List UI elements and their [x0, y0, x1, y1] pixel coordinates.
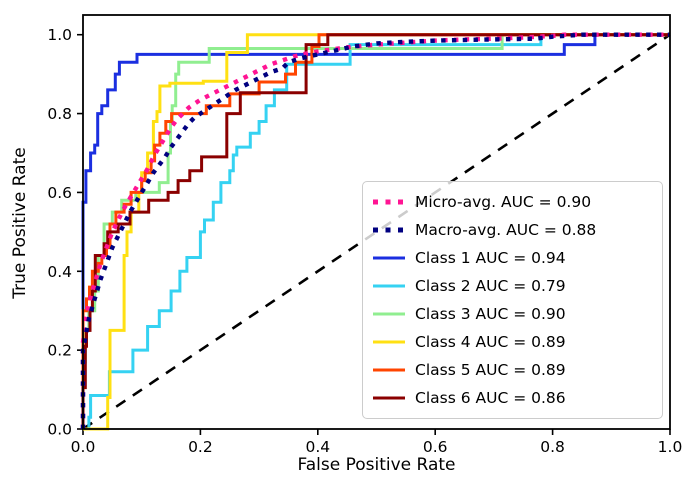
legend-item-class-4: Class 4 AUC = 0.89 — [372, 329, 652, 355]
legend-label-class-5: Class 5 AUC = 0.89 — [415, 361, 566, 379]
plot-spines — [82, 14, 671, 430]
legend-item-class-6: Class 6 AUC = 0.86 — [372, 385, 652, 411]
legend-item-class-3: Class 3 AUC = 0.90 — [372, 301, 652, 327]
x-tick-label: 0.6 — [423, 438, 448, 456]
y-axis-label: True Positive Rate — [10, 147, 30, 299]
legend-swatch-macro-average — [373, 227, 405, 233]
x-tick-label: 0.2 — [188, 438, 213, 456]
x-tick-label: 0.8 — [540, 438, 565, 456]
legend-swatch-class-5 — [373, 368, 405, 372]
roc-curve-macro-average — [80, 32, 670, 429]
legend-swatch-class-3 — [373, 312, 405, 316]
legend-item-class-5: Class 5 AUC = 0.89 — [372, 357, 652, 383]
y-tick-label: 0.4 — [47, 263, 72, 281]
legend-label-micro-average: Micro-avg. AUC = 0.90 — [415, 193, 592, 211]
x-axis-label: False Positive Rate — [297, 455, 456, 475]
legend-swatch-class-4 — [373, 340, 405, 344]
legend-swatch-class-1 — [373, 256, 405, 260]
chance-diagonal-line — [82, 33, 671, 431]
x-tick-label: 0.4 — [305, 438, 330, 456]
legend-label-class-4: Class 4 AUC = 0.89 — [415, 333, 566, 351]
roc-curve-class-6 — [81, 33, 670, 429]
y-tick-label: 0.2 — [47, 342, 72, 360]
legend-item-class-2: Class 2 AUC = 0.79 — [372, 273, 652, 299]
roc-curve-class-4 — [83, 33, 670, 431]
legend-label-class-2: Class 2 AUC = 0.79 — [415, 277, 566, 295]
roc-curve-class-2 — [83, 33, 670, 431]
legend-swatch-micro-average — [373, 199, 405, 205]
legend: Micro-avg. AUC = 0.90 Macro-avg. AUC = 0.… — [362, 181, 663, 419]
y-tick-label: 0.8 — [47, 105, 72, 123]
legend-swatch-class-2 — [373, 284, 405, 288]
x-tick-label: 1.0 — [658, 438, 683, 456]
x-tick-label: 0.0 — [71, 438, 96, 456]
legend-item-class-1: Class 1 AUC = 0.94 — [372, 245, 652, 271]
legend-label-macro-average: Macro-avg. AUC = 0.88 — [415, 221, 597, 239]
y-tick-label: 0.0 — [47, 421, 72, 439]
legend-swatch-class-6 — [373, 396, 405, 400]
y-tick-label: 1.0 — [47, 26, 72, 44]
legend-item-macro-average: Macro-avg. AUC = 0.88 — [372, 217, 652, 243]
y-tick-label: 0.6 — [47, 184, 72, 202]
legend-label-class-6: Class 6 AUC = 0.86 — [415, 389, 566, 407]
legend-label-class-3: Class 3 AUC = 0.90 — [415, 305, 566, 323]
legend-item-micro-average: Micro-avg. AUC = 0.90 — [372, 189, 652, 215]
legend-label-class-1: Class 1 AUC = 0.94 — [415, 249, 566, 267]
roc-curve-class-1 — [81, 33, 670, 429]
